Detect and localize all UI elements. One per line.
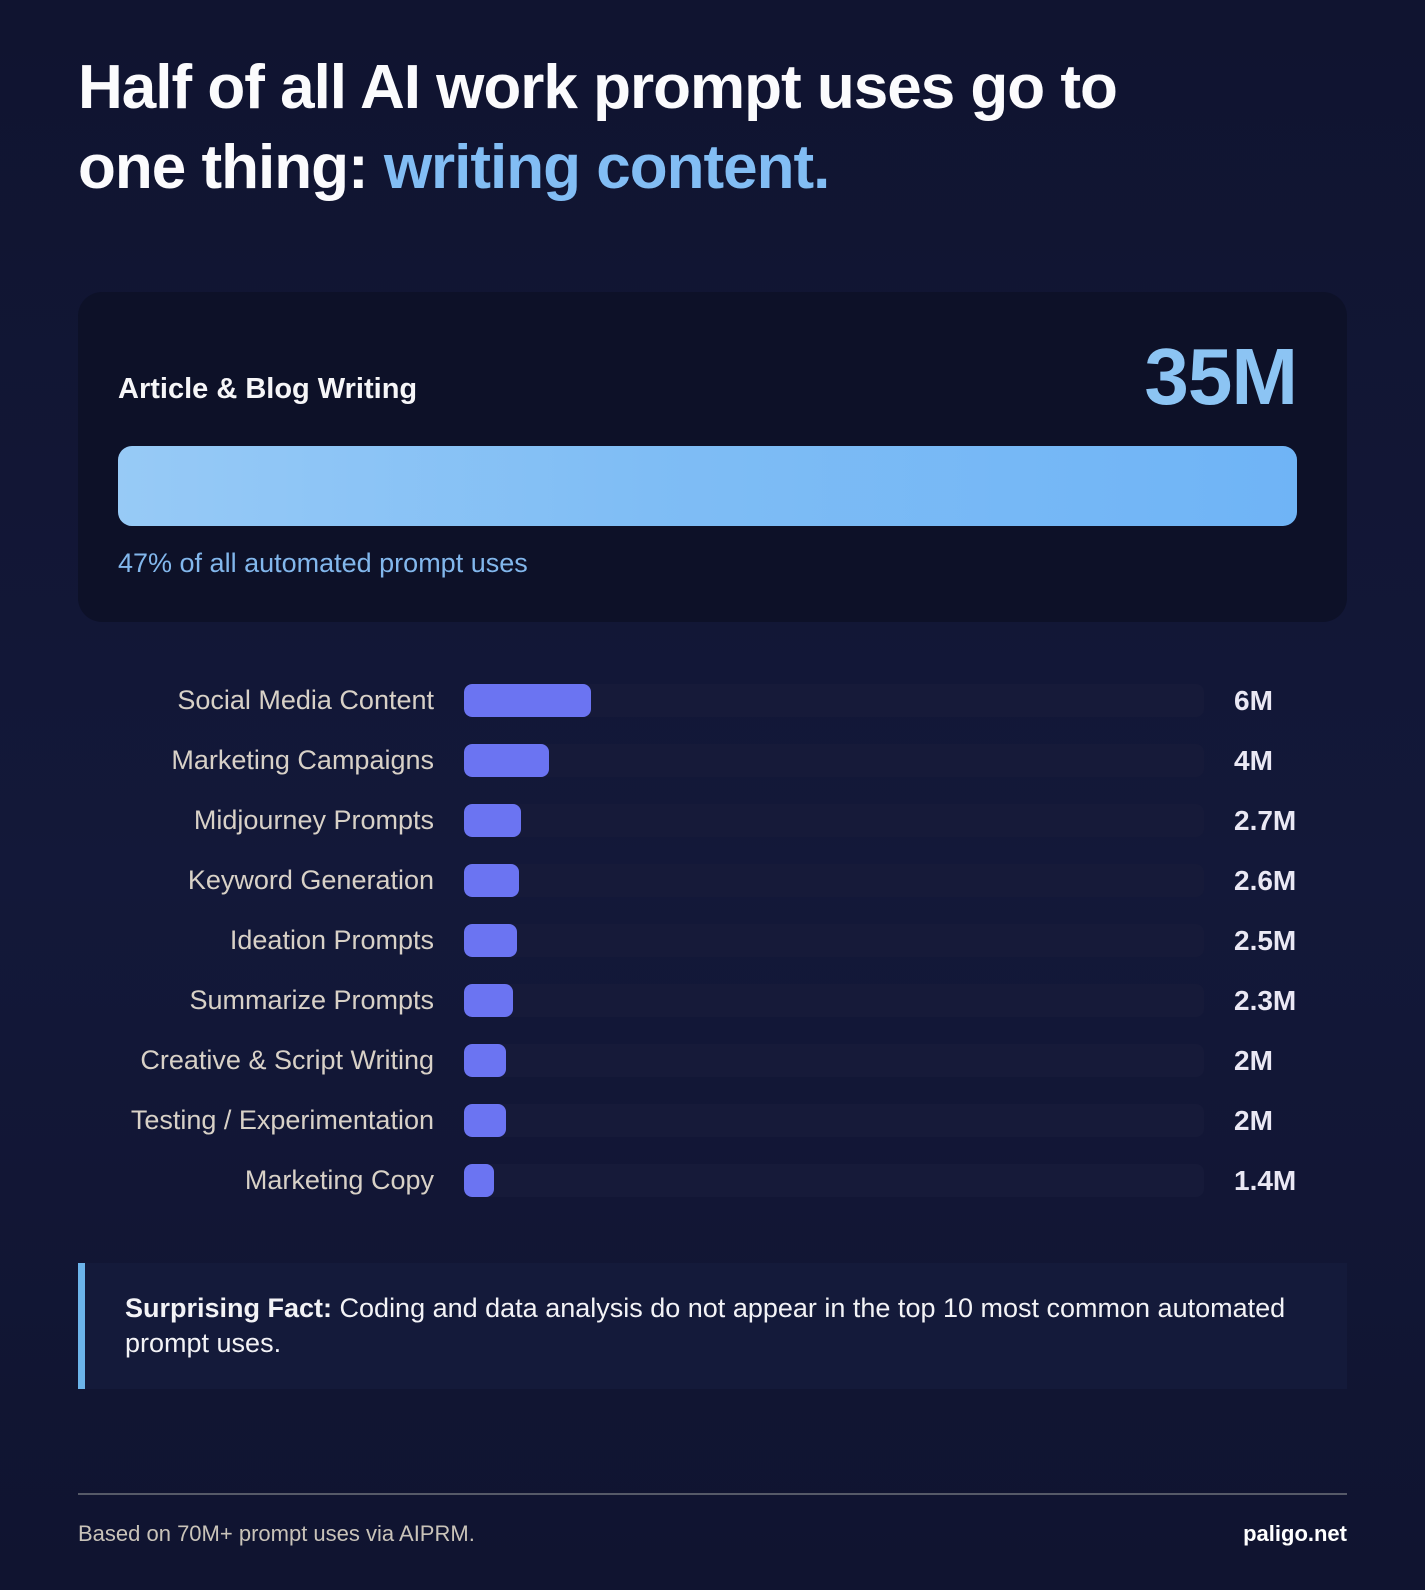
surprising-fact-callout: Surprising Fact: Coding and data analysi… [78, 1263, 1347, 1389]
featured-value: 35M [1144, 332, 1298, 421]
bar-fill [464, 684, 591, 717]
bar-value: 2M [1234, 1104, 1273, 1136]
source-note: Based on 70M+ prompt uses via AIPRM. [78, 1521, 475, 1546]
bar-row: Marketing Campaigns 4M [78, 744, 1347, 777]
bar-track [464, 984, 1204, 1017]
bar-chart-rows: Social Media Content 6M Marketing Campai… [78, 684, 1347, 1197]
title-accent: writing content. [383, 133, 831, 202]
bar-row: Summarize Prompts 2.3M [78, 984, 1347, 1017]
bar-label: Summarize Prompts [189, 985, 434, 1015]
bar-track [464, 924, 1204, 957]
callout-body: Coding and data analysis do not appear i… [125, 1293, 1286, 1358]
bar-label: Keyword Generation [187, 865, 434, 895]
page-title: Half of all AI work prompt uses go to on… [78, 48, 1347, 208]
bar-value: 2.3M [1234, 984, 1297, 1016]
bar-value: 1.4M [1234, 1164, 1297, 1196]
callout-bold-prefix: Surprising Fact: [125, 1293, 333, 1323]
bar-value: 2.5M [1234, 924, 1297, 956]
featured-share-caption: 47% of all automated prompt uses [118, 548, 528, 578]
bar-value: 2M [1234, 1044, 1273, 1076]
bar-row: Keyword Generation 2.6M [78, 864, 1347, 897]
bar-label: Marketing Campaigns [171, 745, 434, 775]
bar-value: 2.7M [1234, 804, 1297, 836]
bar-row: Social Media Content 6M [78, 684, 1347, 717]
callout-text: Surprising Fact: Coding and data analysi… [125, 1291, 1307, 1361]
bar-fill [464, 1104, 507, 1137]
bar-fill [464, 1044, 507, 1077]
bar-row: Testing / Experimentation 2M [78, 1104, 1347, 1137]
featured-card-header: Article & Blog Writing 35M [118, 332, 1298, 421]
footer: Based on 70M+ prompt uses via AIPRM. pal… [78, 1521, 1347, 1547]
footer-divider [78, 1493, 1347, 1495]
featured-category-label: Article & Blog Writing [118, 373, 418, 405]
bar-label: Social Media Content [177, 685, 434, 715]
bar-track [464, 864, 1204, 897]
title-line1: Half of all AI work prompt uses go to [78, 53, 1118, 122]
bar-label: Marketing Copy [244, 1165, 434, 1195]
bar-value: 6M [1234, 684, 1273, 716]
bar-track [464, 684, 1204, 717]
bar-fill [464, 1164, 494, 1197]
bar-row: Marketing Copy 1.4M [78, 1164, 1347, 1197]
bar-fill [464, 924, 517, 957]
bar-value: 2.6M [1234, 864, 1297, 896]
featured-bar [118, 446, 1297, 526]
bar-track [464, 1044, 1204, 1077]
bar-label: Creative & Script Writing [140, 1045, 434, 1075]
bar-fill [464, 864, 519, 897]
featured-stat-card: Article & Blog Writing 35M 47% of all au… [78, 292, 1347, 622]
brand-name: paligo.net [1243, 1521, 1347, 1546]
bar-label: Testing / Experimentation [130, 1105, 434, 1135]
bar-value: 4M [1234, 744, 1273, 776]
bar-track [464, 744, 1204, 777]
bar-track [464, 804, 1204, 837]
bar-row: Ideation Prompts 2.5M [78, 924, 1347, 957]
bar-fill [464, 744, 549, 777]
bar-chart: Social Media Content 6M Marketing Campai… [78, 684, 1347, 1197]
bar-track [464, 1164, 1204, 1197]
bar-label: Ideation Prompts [229, 925, 434, 955]
bar-label: Midjourney Prompts [193, 805, 434, 835]
bar-fill [464, 804, 522, 837]
bar-row: Creative & Script Writing 2M [78, 1044, 1347, 1077]
bar-track [464, 1104, 1204, 1137]
bar-row: Midjourney Prompts 2.7M [78, 804, 1347, 837]
bar-fill [464, 984, 513, 1017]
title-line2-prefix: one thing: [78, 133, 384, 202]
